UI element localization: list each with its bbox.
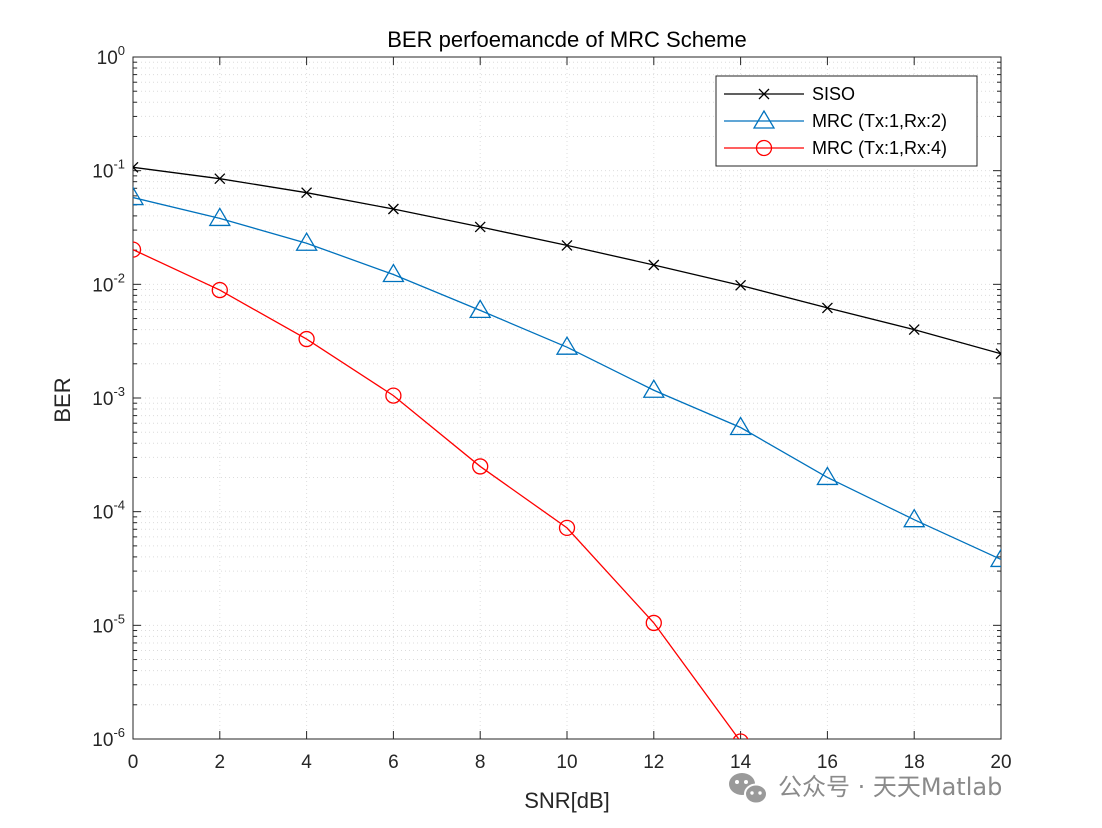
data-point [133, 161, 139, 173]
x-tick-label: 14 [730, 752, 752, 773]
data-point [387, 203, 399, 215]
watermark: 公众号 · 天天Matlab [729, 773, 1002, 805]
x-tick-label: 18 [904, 752, 925, 773]
x-tick-label: 6 [388, 752, 399, 773]
x-marker-stroke [735, 279, 747, 291]
data-point [469, 299, 492, 319]
x-marker-stroke [995, 348, 1001, 355]
series-3 [133, 241, 749, 739]
legend-label: SISO [812, 84, 855, 104]
x-marker-stroke [387, 203, 399, 215]
data-point [133, 241, 142, 258]
y-tick-label: 10-6 [92, 725, 125, 751]
x-tick-label: 2 [215, 752, 226, 773]
data-point [385, 387, 402, 404]
x-marker-stroke [133, 166, 139, 173]
y-tick-label: 100 [97, 43, 125, 69]
data-point [642, 378, 665, 398]
x-tick-label: 4 [301, 752, 312, 773]
legend-marker [755, 139, 773, 157]
data-point [558, 519, 576, 537]
x-marker-stroke [821, 302, 833, 314]
y-tick-label: 10-1 [92, 157, 125, 183]
y-axis-label: BER [50, 377, 75, 422]
data-point [821, 302, 833, 314]
legend-entry: SISO [724, 84, 855, 104]
data-point [908, 324, 920, 336]
data-point [555, 335, 579, 355]
x-tick-label: 16 [817, 752, 838, 773]
data-point [561, 239, 573, 251]
data-point [214, 173, 226, 185]
x-axis: 0 2 4 6 8 10 12 14 16 18 20 [128, 57, 1012, 773]
wechat-icon [729, 773, 768, 805]
x-marker-stroke [301, 187, 313, 199]
x-marker-stroke [648, 259, 660, 271]
data-point [211, 281, 228, 299]
x-marker-stroke [561, 239, 573, 251]
data-point [816, 466, 839, 486]
y-tick-label: 10-3 [92, 384, 125, 410]
data-point [989, 548, 1001, 568]
plot-area: 0 2 4 6 8 10 12 14 16 18 20 10-6 10-5 10-4 10-3 10-2 10-… [92, 43, 1011, 773]
x-axis-label: SNR[dB] [524, 788, 610, 813]
data-point [208, 207, 231, 227]
y-tick-label: 10-5 [92, 611, 125, 637]
data-point [298, 330, 315, 348]
legend-marker [758, 88, 770, 100]
data-point [382, 263, 405, 283]
legend-entry: MRC (Tx:1,Rx:2) [724, 109, 947, 131]
data-point [472, 458, 489, 475]
y-tick-label: 10-4 [92, 498, 125, 524]
data-point [301, 187, 313, 199]
series-1 [133, 161, 1001, 360]
watermark-text: 公众号 · 天天Matlab [778, 773, 1002, 801]
minor-grid [133, 61, 1001, 706]
x-marker-stroke [908, 324, 920, 336]
legend-label: MRC (Tx:1,Rx:4) [812, 138, 947, 158]
data-point [645, 614, 662, 632]
x-marker-stroke [133, 161, 139, 169]
data-point [133, 186, 145, 206]
x-marker-stroke [758, 88, 770, 100]
series-line [133, 249, 740, 739]
data-point [732, 733, 749, 739]
chart-title: BER perfoemancde of MRC Scheme [387, 27, 747, 52]
data-point [995, 348, 1001, 360]
x-tick-label: 0 [128, 752, 139, 773]
data-point [729, 416, 752, 436]
x-tick-label: 10 [556, 752, 577, 773]
data-point [648, 259, 660, 271]
x-marker-stroke [214, 173, 226, 185]
data-point [474, 221, 486, 233]
legend-label: MRC (Tx:1,Rx:2) [812, 111, 947, 131]
legend: SISO MRC (Tx:1,Rx:2) MRC (Tx:1,Rx:4) [715, 75, 978, 167]
data-point [735, 279, 747, 291]
x-marker-stroke [995, 352, 1001, 360]
x-tick-label: 12 [643, 752, 664, 773]
data-point [903, 508, 926, 528]
x-tick-label: 20 [990, 752, 1011, 773]
series-line [133, 196, 1001, 561]
series-2 [133, 186, 1001, 568]
x-marker-stroke [474, 221, 486, 233]
legend-entry: MRC (Tx:1,Rx:4) [724, 138, 947, 158]
data-point [295, 231, 318, 251]
legend-marker [752, 109, 776, 129]
y-tick-label: 10-2 [92, 270, 125, 296]
x-tick-label: 8 [475, 752, 486, 773]
